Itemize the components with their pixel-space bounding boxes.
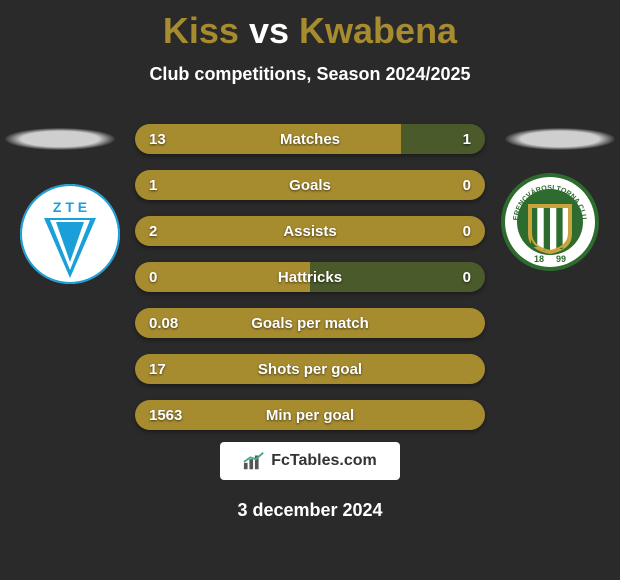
- stat-name: Goals per match: [135, 315, 485, 332]
- stat-name: Matches: [135, 131, 485, 148]
- club-logo-left: Z T E: [20, 184, 120, 284]
- stat-row-shots-per-goal: 17Shots per goal: [135, 354, 485, 384]
- ferencvaros-logo-icon: FERENCVÁROSI TORNA CLUB BPEST. IX. K. 18…: [500, 172, 600, 272]
- stat-labels: 1563Min per goal: [135, 400, 485, 430]
- stat-name: Goals: [135, 177, 485, 194]
- stat-row-goals-per-match: 0.08Goals per match: [135, 308, 485, 338]
- vs-label: vs: [249, 10, 289, 51]
- stat-name: Min per goal: [135, 407, 485, 424]
- svg-text:Z T E: Z T E: [53, 199, 87, 215]
- stat-labels: 0.08Goals per match: [135, 308, 485, 338]
- stat-labels: 13Matches1: [135, 124, 485, 154]
- zte-logo-icon: Z T E: [20, 184, 120, 284]
- player1-name: Kiss: [163, 10, 239, 51]
- player1-silhouette-shadow: [5, 128, 115, 150]
- stat-row-min-per-goal: 1563Min per goal: [135, 400, 485, 430]
- club-logo-right: FERENCVÁROSI TORNA CLUB BPEST. IX. K. 18…: [500, 172, 600, 272]
- stat-row-hattricks: 0Hattricks0: [135, 262, 485, 292]
- stat-labels: 17Shots per goal: [135, 354, 485, 384]
- date-label: 3 december 2024: [0, 500, 620, 521]
- stat-labels: 2Assists0: [135, 216, 485, 246]
- watermark: FcTables.com: [220, 442, 400, 480]
- stat-row-goals: 1Goals0: [135, 170, 485, 200]
- stat-name: Hattricks: [135, 269, 485, 286]
- watermark-text: FcTables.com: [271, 452, 377, 470]
- stat-labels: 0Hattricks0: [135, 262, 485, 292]
- stat-name: Shots per goal: [135, 361, 485, 378]
- stat-labels: 1Goals0: [135, 170, 485, 200]
- fctables-logo-icon: [243, 451, 265, 471]
- page-title: Kiss vs Kwabena: [0, 0, 620, 52]
- player2-name: Kwabena: [299, 10, 457, 51]
- player2-silhouette-shadow: [505, 128, 615, 150]
- stat-row-matches: 13Matches1: [135, 124, 485, 154]
- stat-row-assists: 2Assists0: [135, 216, 485, 246]
- stats-bars: 13Matches1 1Goals0 2Assists0 0Hattricks0 0.0…: [135, 124, 485, 446]
- subtitle: Club competitions, Season 2024/2025: [0, 64, 620, 85]
- svg-text:18: 18: [534, 254, 544, 264]
- stat-name: Assists: [135, 223, 485, 240]
- svg-text:99: 99: [556, 254, 566, 264]
